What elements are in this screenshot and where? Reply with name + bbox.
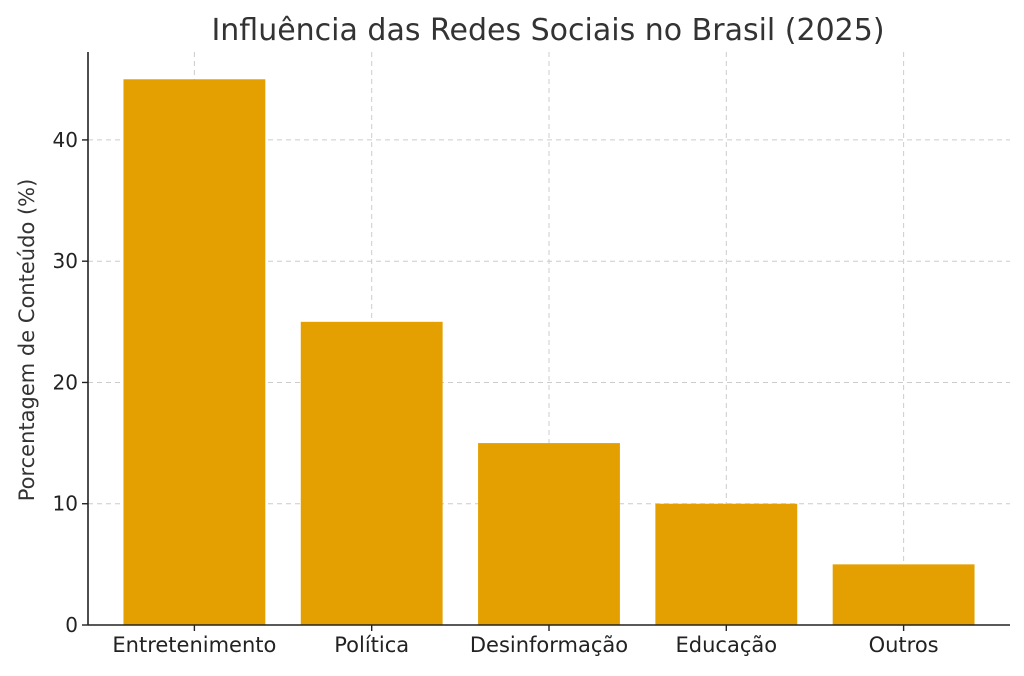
x-tick-label: Desinformação: [470, 633, 628, 657]
bar-desinformacao: [478, 443, 620, 625]
bar-politica: [300, 321, 443, 625]
bars-layer: [123, 79, 975, 626]
y-tick-label: 0: [65, 613, 78, 637]
x-tick-label: Entretenimento: [112, 633, 276, 657]
bar-educacao: [655, 503, 798, 625]
y-tick-label: 10: [53, 492, 78, 516]
ticks-layer: 0 10 20 30 40 Entretenimento Política Desinform…: [53, 128, 939, 657]
chart-title: Influência das Redes Sociais no Brasil (…: [211, 13, 884, 48]
y-axis-label: Porcentagem de Conteúdo (%): [15, 179, 39, 502]
x-tick-label: Educação: [676, 633, 778, 657]
x-tick-label: Política: [334, 633, 409, 657]
bar-outros: [832, 564, 975, 625]
bar-entretenimento: [123, 79, 266, 626]
x-tick-label: Outros: [869, 633, 939, 657]
y-tick-label: 20: [53, 370, 78, 394]
y-tick-label: 30: [53, 249, 78, 273]
y-tick-label: 40: [53, 128, 78, 152]
